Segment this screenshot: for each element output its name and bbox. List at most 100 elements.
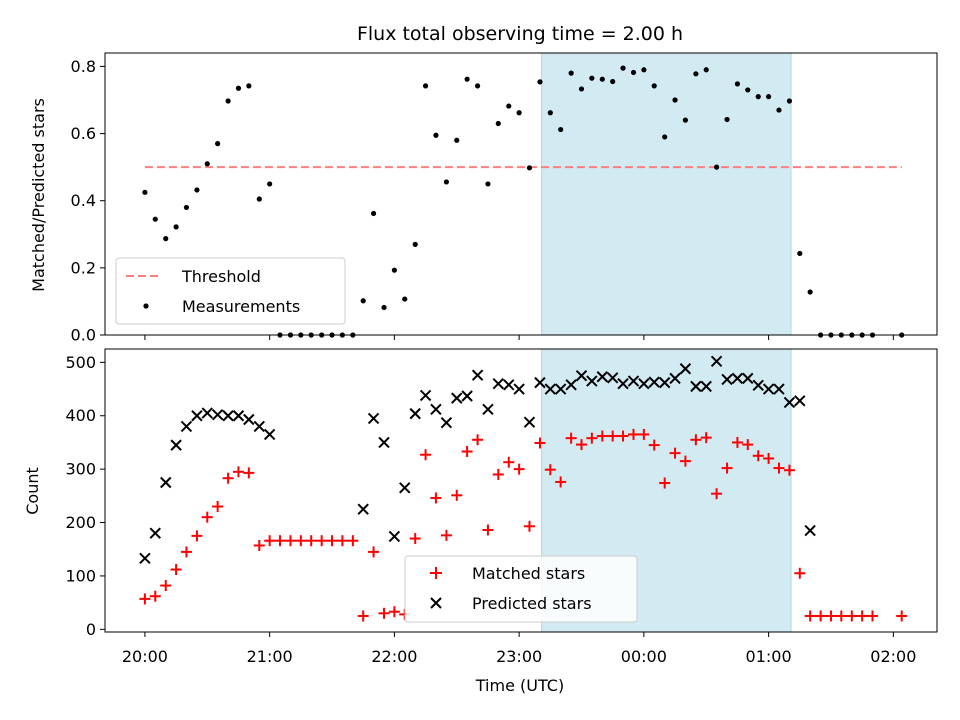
top-y-tick-label: 0.4 xyxy=(71,191,96,210)
measurement-point xyxy=(599,76,605,82)
matched-star-point xyxy=(690,434,702,446)
measurement-point xyxy=(724,116,730,123)
matched-star-point xyxy=(316,535,328,547)
predicted-star-point xyxy=(201,407,213,419)
measurement-point xyxy=(682,117,689,123)
measurement-point xyxy=(422,83,429,89)
predicted-star-point xyxy=(139,552,151,565)
measurement-point xyxy=(713,164,720,170)
matched-star-point xyxy=(378,607,390,619)
x-tick-label: 00:00 xyxy=(621,647,667,666)
top-y-tick-label: 0.6 xyxy=(71,124,96,143)
bottom-y-axis: 0 100 200 300 400 500 xyxy=(65,353,105,639)
matched-star-point xyxy=(794,567,806,579)
predicted-star-point xyxy=(367,412,380,425)
matched-star-point xyxy=(815,610,827,622)
predicted-star-point xyxy=(430,403,442,416)
measurement-point xyxy=(391,267,397,273)
chart-title: Flux total observing time = 2.00 h xyxy=(357,23,683,45)
matched-star-point xyxy=(482,524,494,536)
predicted-star-point xyxy=(191,410,203,422)
measurement-point xyxy=(381,304,387,311)
measurement-point xyxy=(786,98,793,104)
x-axis-label: Time (UTC) xyxy=(475,676,564,695)
measurements-legend-label: Measurements xyxy=(182,297,300,316)
measurement-point xyxy=(412,241,418,247)
predicted-star-point xyxy=(794,395,806,407)
predicted-star-point xyxy=(658,376,671,389)
measurement-point xyxy=(526,165,533,171)
measurement-point xyxy=(152,216,158,222)
matched-star-point xyxy=(856,610,868,622)
x-tick-label: 22:00 xyxy=(371,647,417,666)
bottom-axes-frame xyxy=(104,348,938,633)
predicted-star-point xyxy=(554,383,567,395)
top-legend: Threshold Measurements xyxy=(115,257,346,325)
measurement-point xyxy=(807,289,813,295)
measurement-point xyxy=(734,81,741,87)
matched-star-point xyxy=(773,462,785,474)
matched-star-point xyxy=(513,463,525,475)
bottom-y-axis-label: Count xyxy=(23,467,42,515)
bottom-y-tick-label: 500 xyxy=(65,353,96,372)
matched-star-point xyxy=(763,452,775,464)
predicted-star-point xyxy=(419,389,432,402)
matched-star-point xyxy=(711,488,723,500)
bottom-panel: 0 100 200 300 400 500 20:00 21:00 22:00 23:00 00:… xyxy=(23,348,938,695)
predicted-star-point xyxy=(534,376,546,389)
measurement-point xyxy=(745,87,751,93)
measurement-point xyxy=(693,71,699,77)
matched-star-point xyxy=(503,456,515,468)
measurement-point xyxy=(516,110,522,116)
predicted-star-point xyxy=(575,369,588,382)
measurement-point xyxy=(797,250,803,257)
measurement-point xyxy=(506,103,512,109)
predicted-star-point xyxy=(617,378,629,390)
predicted-star-point xyxy=(752,379,764,392)
top-y-axis-label: Matched/Predicted stars xyxy=(29,98,48,292)
predicted-legend-label: Predicted stars xyxy=(472,594,592,613)
matched-star-point xyxy=(357,610,369,622)
predicted-star-point xyxy=(804,524,816,537)
matched-star-point xyxy=(523,520,535,532)
measurement-point xyxy=(578,86,585,92)
predicted-star-point xyxy=(679,363,692,375)
x-tick-label: 01:00 xyxy=(746,647,792,666)
predicted-star-point xyxy=(544,383,557,395)
matched-star-point xyxy=(326,535,338,547)
predicted-star-point xyxy=(222,410,234,422)
matched-star-point xyxy=(284,535,296,547)
measurement-point xyxy=(610,78,616,85)
matched-star-point xyxy=(638,428,650,440)
predicted-star-point xyxy=(451,392,463,404)
measurement-point xyxy=(641,67,647,73)
matched-star-point xyxy=(679,455,691,467)
measurement-point xyxy=(589,75,595,81)
predicted-star-point xyxy=(482,403,494,416)
measurement-point xyxy=(246,83,252,89)
measurement-point xyxy=(256,196,262,202)
measurement-point xyxy=(703,67,709,73)
matched-star-point xyxy=(628,428,640,440)
measurement-point xyxy=(454,137,460,143)
matched-star-point xyxy=(596,430,608,442)
matched-star-point xyxy=(191,530,203,542)
predicted-star-point xyxy=(710,355,723,367)
predicted-star-point xyxy=(606,372,619,384)
measurement-point xyxy=(474,83,481,89)
matched-star-point xyxy=(896,610,908,622)
top-y-tick-label: 0.0 xyxy=(71,326,96,345)
matched-star-point xyxy=(253,539,265,551)
measurement-point xyxy=(235,85,242,91)
predicted-star-point xyxy=(263,428,276,441)
measurement-point xyxy=(672,97,678,103)
measurement-point xyxy=(755,94,761,100)
matched-star-point xyxy=(420,449,432,461)
bottom-y-tick-label: 200 xyxy=(65,513,96,532)
matched-star-point xyxy=(451,489,463,501)
matched-star-point xyxy=(170,564,182,576)
bottom-y-tick-label: 300 xyxy=(65,460,96,479)
predicted-star-point xyxy=(783,396,796,409)
matched-star-point xyxy=(222,472,234,484)
predicted-star-point xyxy=(669,372,681,385)
